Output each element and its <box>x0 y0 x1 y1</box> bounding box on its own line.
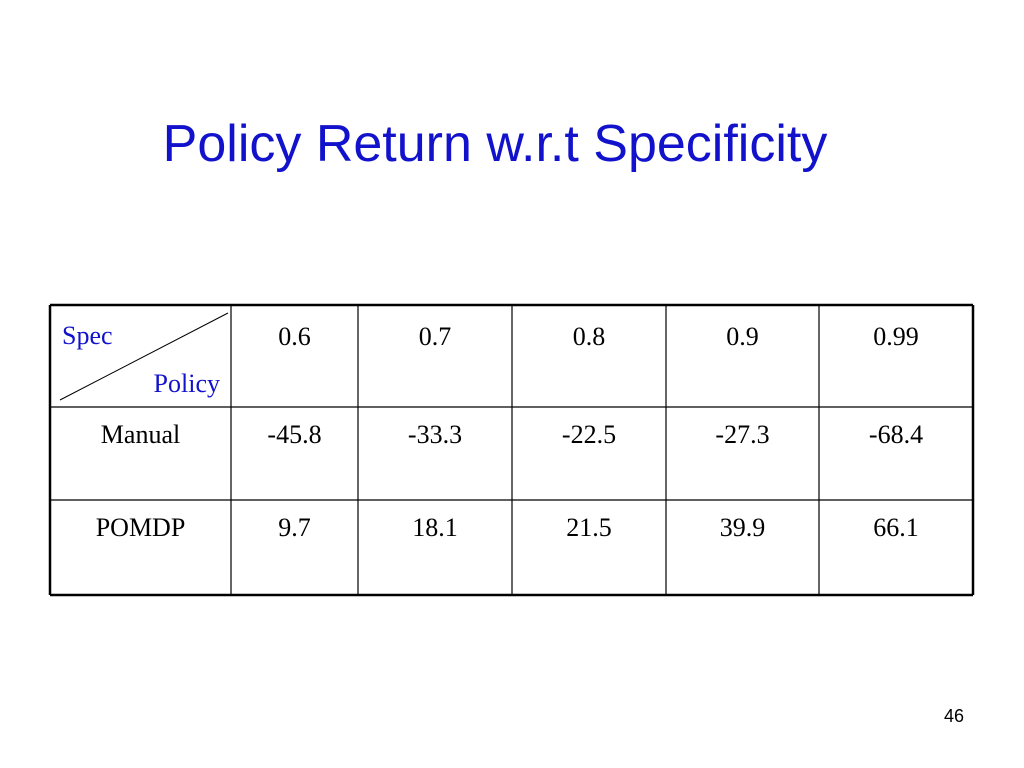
table-cell: 66.1 <box>873 513 919 542</box>
table-cell: -33.3 <box>407 420 463 449</box>
table-cell: -22.5 <box>561 420 617 449</box>
table-cell: 21.5 <box>566 513 612 542</box>
corner-diagonal <box>59 312 229 401</box>
column-header: 0.9 <box>726 322 759 351</box>
corner-top-label: Spec <box>62 321 113 350</box>
page-number: 46 <box>943 706 964 726</box>
column-header: 0.99 <box>873 322 919 351</box>
table-cell: 39.9 <box>719 513 766 542</box>
table-cell: -45.8 <box>267 420 322 449</box>
column-header: 0.6 <box>278 322 311 351</box>
row-header: POMDP <box>95 513 186 542</box>
column-header: 0.7 <box>418 322 452 351</box>
table-cell: 18.1 <box>412 513 458 542</box>
corner-bottom-label: Policy <box>153 369 220 398</box>
table-cell: -68.4 <box>868 420 924 449</box>
table-cell: 9.7 <box>278 513 311 542</box>
slide-title: Policy Return w.r.t Specificity <box>162 115 828 173</box>
table-cell: -27.3 <box>715 420 770 449</box>
row-header: Manual <box>100 420 181 449</box>
column-header: 0.8 <box>572 322 606 351</box>
